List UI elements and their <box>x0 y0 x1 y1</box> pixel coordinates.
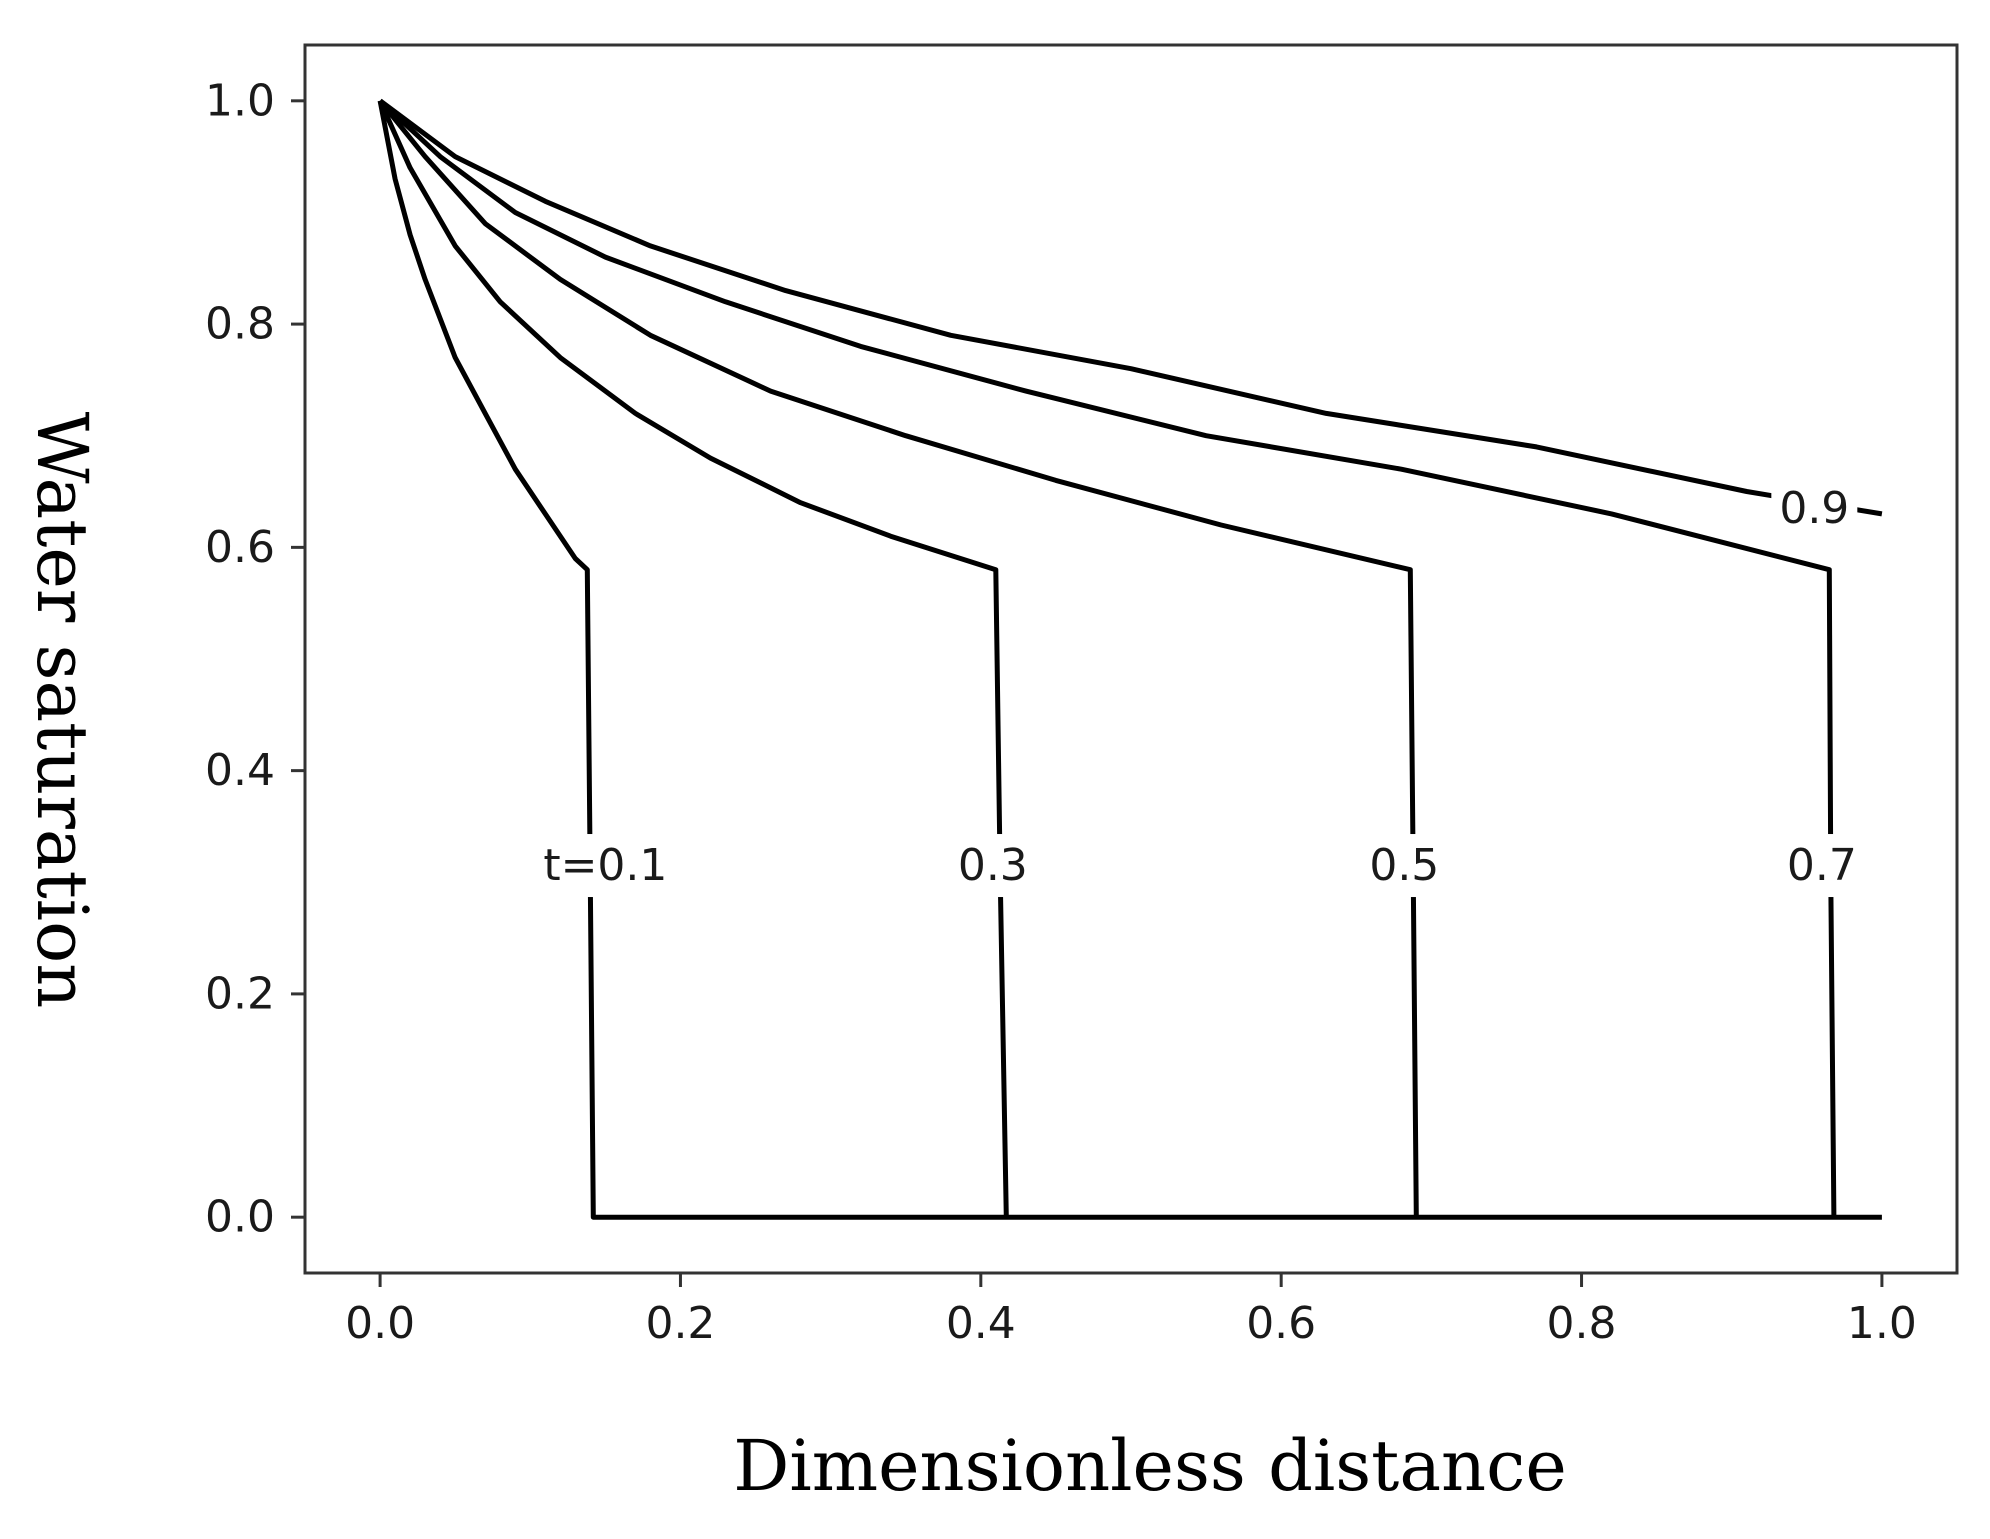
plot-frame <box>303 43 1959 1275</box>
series-line-0-5 <box>378 99 1419 1218</box>
curve-label-mask-0-3 <box>949 834 1036 898</box>
curve-label-mask-0-9 <box>1771 476 1858 540</box>
label-masks-layer <box>535 476 1865 898</box>
series-line-0-3 <box>377 99 1009 1218</box>
y-tick-label: 0.2 <box>205 968 275 1019</box>
curve-label-0-7: 0.7 <box>1787 840 1857 891</box>
x-tick-label: 0.8 <box>1547 1298 1617 1349</box>
y-tick-label: 0.0 <box>205 1192 275 1243</box>
curve-label-mask-0-7 <box>1778 834 1865 898</box>
x-axis-ticks: 0.0 0.2 0.4 0.6 0.8 1.0 <box>345 1273 1917 1349</box>
series-line-0-9 <box>378 98 1883 517</box>
curve-label-t-0-1: t=0.1 <box>543 840 667 891</box>
series-line-0-7 <box>378 98 1837 1218</box>
y-tick-label: 1.0 <box>205 75 275 126</box>
x-tick-label: 0.2 <box>645 1298 715 1349</box>
curve-labels-layer: t=0.1 0.3 0.5 0.7 0.9 <box>543 483 1857 891</box>
curve-label-0-3: 0.3 <box>958 840 1028 891</box>
x-tick-label: 1.0 <box>1847 1298 1917 1349</box>
series-line-t-0-1 <box>377 100 1882 1220</box>
y-tick-label: 0.8 <box>205 299 275 350</box>
y-tick-label: 0.4 <box>205 745 275 796</box>
x-tick-label: 0.4 <box>946 1298 1016 1349</box>
y-axis-label: Water saturation <box>21 412 103 1009</box>
curves-layer <box>377 98 1883 1220</box>
y-axis-ticks: 0.0 0.2 0.4 0.6 0.8 1.0 <box>205 75 305 1243</box>
curve-label-0-5: 0.5 <box>1369 840 1439 891</box>
curve-label-mask-0-5 <box>1361 834 1448 898</box>
curve-label-0-9: 0.9 <box>1779 483 1849 534</box>
x-tick-label: 0.6 <box>1246 1298 1316 1349</box>
x-tick-label: 0.0 <box>345 1298 415 1349</box>
y-tick-label: 0.6 <box>205 522 275 573</box>
curve-label-mask-t-0-1 <box>535 834 676 898</box>
x-axis-label: Dimensionless distance <box>733 1425 1567 1507</box>
